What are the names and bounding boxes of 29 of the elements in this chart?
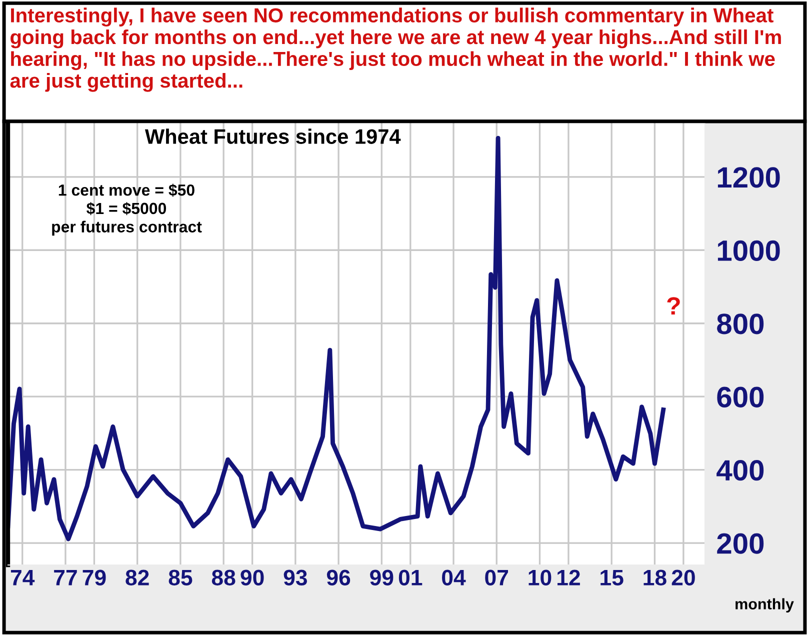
x-tick-label: 93 [284,570,307,586]
x-tick-label: 90 [240,570,264,586]
x-tick-label: 07 [485,570,508,586]
x-tick-label: 79 [82,570,106,586]
x-tick-label: 01 [398,570,422,586]
y-tick-label: 800 [717,314,764,334]
y-tick-label: 200 [717,533,764,554]
y-tick-label: 600 [717,386,764,408]
x-tick-label: 10 [528,570,552,586]
text: monthly [736,598,794,612]
x-tick-label: 12 [558,570,580,586]
x-tick-label: 15 [600,570,624,586]
chart-subtitle: Interestingly, I have seen NO recommendations or bullish commentary in Wheat going back for months on end...yet here we are at new 4 year highs...And still I'm hearing, "It has no upside...There's just too much wheat in the world." I think we are just getting started... [10,8,781,92]
annotation: 1 cent move = $50 $1 = $5000 per futures contract [52,184,202,236]
y-tick-label: 1000 [718,240,780,261]
y-tick-label: 400 [716,460,764,481]
x-tick-label: 85 [168,570,192,586]
annotation: ? [667,297,680,315]
x-tick-label: 20 [672,570,695,586]
x-tick-label: 88 [212,570,236,586]
x-tick-label: 96 [326,570,350,586]
x-tick-label: 04 [442,570,466,586]
y-tick-label: 1200 [718,167,780,188]
x-tick-label: 18 [644,570,666,586]
x-tick-label: 77 [54,570,77,586]
x-tick-label: 74 [10,570,35,586]
x-tick-label: 82 [126,570,149,586]
chart-title: Wheat Futures since 1974 [144,128,401,144]
x-tick-label: 99 [370,570,394,586]
